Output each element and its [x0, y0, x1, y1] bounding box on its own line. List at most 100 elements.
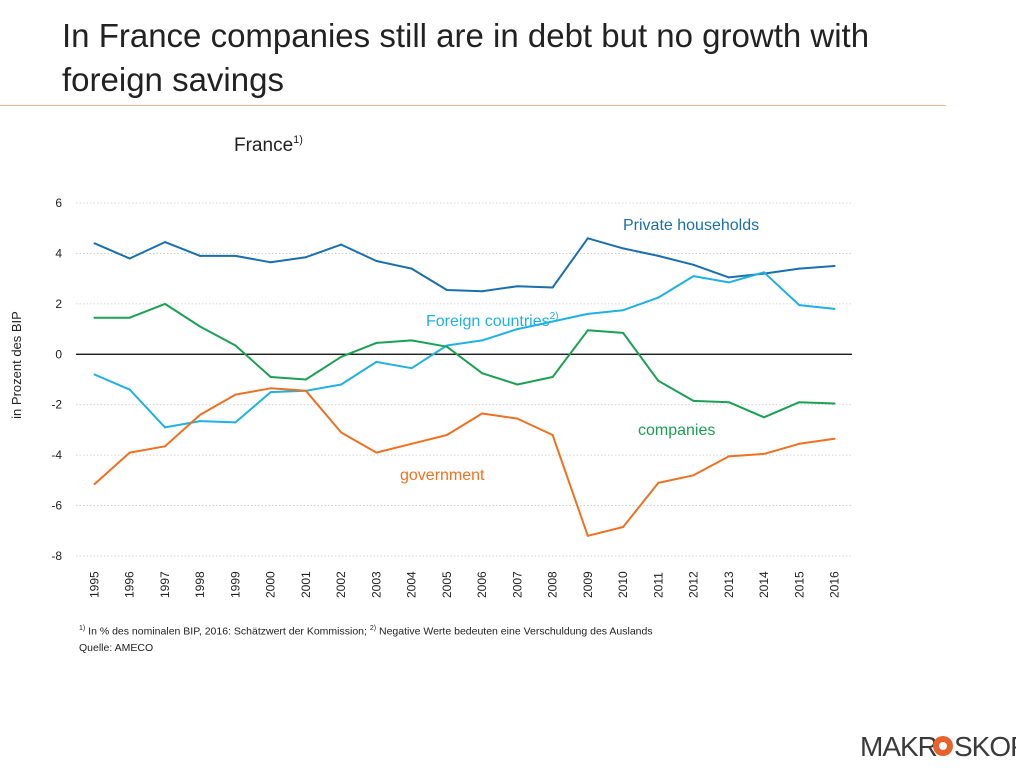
data-point-companies — [833, 402, 836, 405]
data-point-foreign-countries — [128, 388, 131, 391]
x-tick-label: 1999 — [228, 571, 242, 598]
grid-layer — [76, 202, 852, 557]
data-point-private-households — [269, 261, 272, 264]
data-point-foreign-countries — [93, 373, 96, 376]
data-point-government — [727, 455, 730, 458]
x-tick-label: 1997 — [158, 571, 172, 598]
data-point-companies — [516, 383, 519, 386]
data-point-companies — [445, 345, 448, 348]
data-point-companies — [551, 375, 554, 378]
data-point-government — [234, 393, 237, 396]
data-point-foreign-countries — [657, 296, 660, 299]
data-point-government — [551, 433, 554, 436]
logo-wordmark: MAKR — [860, 731, 937, 762]
data-point-companies — [269, 375, 272, 378]
data-point-foreign-countries — [410, 367, 413, 370]
data-point-private-households — [622, 247, 625, 250]
data-point-government — [163, 445, 166, 448]
x-tick-label: 2016 — [828, 571, 842, 598]
footnote1-mark: 1) — [79, 625, 86, 632]
data-point-government — [763, 452, 766, 455]
x-tick-label: 2009 — [581, 571, 595, 598]
series-label-text: Private households — [623, 217, 759, 234]
x-tick-label: 1998 — [193, 571, 207, 598]
data-point-companies — [692, 399, 695, 402]
x-tick-label: 2006 — [475, 571, 489, 598]
data-point-private-households — [481, 290, 484, 293]
data-point-foreign-countries — [269, 391, 272, 394]
series-label-private-households: Private households — [623, 217, 759, 234]
series-label-foreign-countries: Foreign countries2) — [426, 311, 559, 330]
data-point-foreign-countries — [586, 312, 589, 315]
chart-title-sup: 1) — [293, 134, 303, 146]
data-point-private-households — [340, 243, 343, 246]
y-tick-label: 6 — [55, 196, 62, 210]
data-point-foreign-countries — [798, 304, 801, 307]
x-tick-label: 2015 — [792, 571, 806, 598]
y-tick-label: -8 — [51, 549, 62, 563]
series-line-private-households — [94, 237, 835, 293]
x-tick-label: 2013 — [722, 571, 736, 598]
data-point-government — [410, 442, 413, 445]
footnote2-mark: 2) — [369, 625, 377, 632]
logo-o-inner — [939, 742, 947, 750]
logo-wordmark-end: SKOP — [954, 731, 1016, 762]
data-point-private-households — [410, 267, 413, 270]
data-point-companies — [128, 316, 131, 319]
y-tick-label: -6 — [51, 499, 62, 513]
data-point-government — [622, 526, 625, 529]
data-point-private-households — [375, 259, 378, 262]
data-point-private-households — [692, 263, 695, 266]
data-point-foreign-countries — [234, 421, 237, 424]
series-label-text: Foreign countries — [426, 313, 550, 330]
chart-title: France1) — [234, 134, 303, 156]
data-point-government — [93, 483, 96, 486]
series-label-government: government — [400, 467, 485, 484]
data-point-private-households — [93, 242, 96, 245]
data-point-government — [304, 389, 307, 392]
data-point-foreign-countries — [833, 307, 836, 310]
x-tick-label: 2002 — [334, 571, 348, 598]
makroskop-logo: MAKR SKOP — [860, 731, 1016, 762]
y-tick-label: 4 — [55, 246, 62, 260]
data-point-private-households — [516, 285, 519, 288]
data-point-companies — [340, 355, 343, 358]
chart-title-text: France — [234, 135, 293, 156]
data-point-government — [481, 412, 484, 415]
data-point-companies — [727, 401, 730, 404]
data-point-government — [586, 534, 589, 537]
data-point-government — [798, 442, 801, 445]
footnotes: 1) In % des nominalen BIP, 2016: Schätzw… — [79, 621, 653, 656]
page-title: In France companies still are in debt bu… — [62, 17, 870, 98]
series-label-companies: companies — [638, 422, 715, 439]
data-point-private-households — [727, 276, 730, 279]
x-tick-label: 2001 — [299, 571, 313, 598]
x-tick-label: 1995 — [88, 571, 102, 598]
x-tick-label: 2012 — [687, 571, 701, 598]
x-tick-label: 2014 — [757, 571, 771, 598]
series-label-text: government — [400, 467, 485, 484]
data-point-private-households — [445, 288, 448, 291]
x-tick-label: 2010 — [616, 571, 630, 598]
x-tick-label: 1996 — [123, 571, 137, 598]
data-point-private-households — [304, 256, 307, 259]
data-point-companies — [798, 401, 801, 404]
data-point-companies — [375, 341, 378, 344]
data-point-foreign-countries — [375, 360, 378, 363]
source-line: Quelle: AMECO — [79, 641, 154, 654]
series-layer — [93, 237, 836, 537]
data-point-private-households — [163, 241, 166, 244]
data-point-companies — [93, 316, 96, 319]
data-point-government — [340, 431, 343, 434]
y-tick-label: -2 — [51, 398, 62, 412]
data-point-private-households — [586, 237, 589, 240]
data-point-private-households — [199, 254, 202, 257]
line-chart: France1) in Prozent des BIP 6 4 2 0 -2 -4 -6 -8… — [9, 134, 852, 598]
data-point-companies — [763, 416, 766, 419]
x-tick-label: 2007 — [510, 571, 524, 598]
series-line-government — [93, 387, 835, 537]
footnote-line: 1) In % des nominalen BIP, 2016: Schätzw… — [79, 621, 653, 640]
x-tick-label: 2004 — [405, 571, 419, 598]
data-point-government — [833, 437, 836, 440]
data-point-government — [657, 481, 660, 484]
